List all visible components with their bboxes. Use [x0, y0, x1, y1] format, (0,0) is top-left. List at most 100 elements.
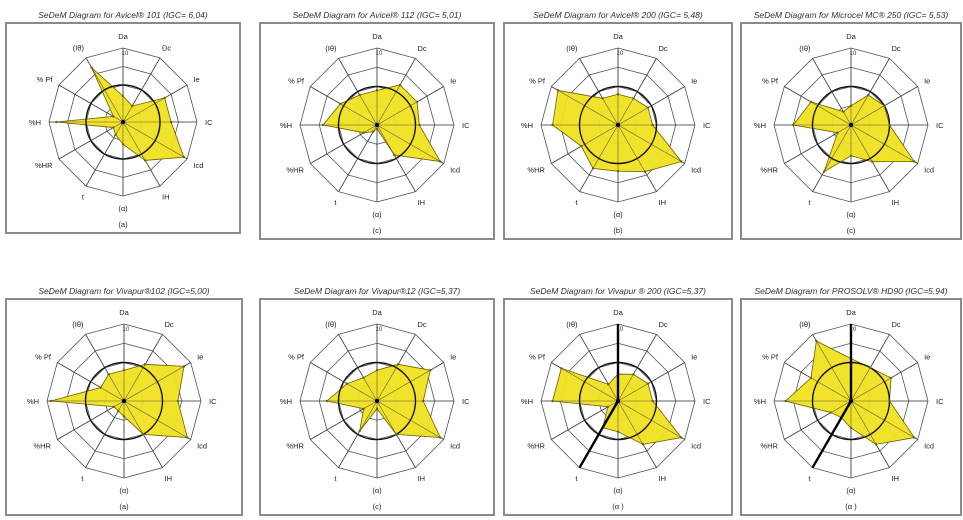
data-point: [182, 365, 186, 368]
data-point: [632, 373, 635, 376]
data-point: [422, 399, 425, 403]
center-dot: [615, 398, 621, 404]
axis-label: IC: [703, 121, 711, 130]
data-point: [143, 363, 147, 366]
chart-frame: 10 Da Dc Ie IC Icd IH (α) t %HR %H % Pf (Iθ) (b): [503, 22, 733, 240]
center-dot: [374, 398, 380, 404]
chart-frame: 10 Da Dc Ie IC Icd IH (α) t %HR %H % Pf (Iθ) (c): [259, 298, 495, 516]
axis-label: IH: [418, 474, 426, 483]
axis-label: %HR: [35, 161, 53, 170]
axis-label: Ie: [193, 75, 199, 84]
axis-label: (α): [846, 486, 856, 495]
radar-panel: SeDeM Diagram for Avicel® 112 (IGC= 5,01…: [259, 8, 495, 240]
axis-label: Da: [372, 308, 382, 317]
data-series-area: [56, 67, 185, 161]
center-dot: [615, 122, 621, 128]
axis-label: %HR: [286, 166, 304, 175]
data-point: [418, 123, 421, 127]
axis-label: Icd: [924, 442, 934, 451]
data-point: [117, 409, 120, 413]
axis-label: (Iθ): [72, 320, 84, 329]
radar-chart: 10 Da Dc Ie IC Icd IH (α) t %HR %H % Pf (Iθ) (a): [27, 308, 217, 511]
axis-label: (α): [118, 204, 128, 213]
axis-label: t: [334, 474, 337, 483]
axis-label: %H: [280, 121, 292, 130]
center-dot: [120, 119, 126, 125]
data-point: [616, 430, 620, 433]
axis-label: Da: [846, 32, 856, 41]
axis-label: Dc: [892, 320, 901, 329]
axis-label: Icd: [450, 442, 460, 451]
axis-label: t: [575, 198, 578, 207]
axis-label: IH: [892, 198, 900, 207]
reference-circle: [578, 85, 658, 165]
panel-caption: (c): [373, 226, 382, 235]
reference-circle: [337, 361, 417, 441]
radar-panel: SeDeM Diagram for PROSOLV® HD90 (IGC=5,9…: [740, 284, 962, 516]
data-point: [822, 170, 826, 173]
axis-label: (Iθ): [799, 44, 811, 53]
radar-chart: 10 Da Dc Ie IC Icd IH (α) t %HR %H % Pf (Iθ) (a): [29, 32, 213, 229]
axis-label: IH: [659, 198, 667, 207]
data-point: [339, 102, 342, 106]
data-point: [888, 399, 891, 403]
data-point: [375, 127, 379, 131]
axis-label: IH: [418, 198, 426, 207]
radar-panel: SeDeM Diagram for Vivapur®102 (IGC=5,00)…: [5, 284, 243, 516]
data-point: [680, 160, 683, 163]
center-dot: [848, 122, 854, 128]
scale-label: 10: [617, 51, 624, 57]
data-point: [842, 110, 845, 113]
radar-panel: SeDeM Diagram for Vivapur®12 (IGC=5,37) 1…: [259, 284, 495, 516]
data-point: [632, 97, 635, 100]
data-point: [169, 120, 173, 124]
radar-panel: SeDeM Diagram for Vivapur ® 200 (IGC=5,3…: [503, 284, 733, 516]
data-point: [836, 131, 839, 134]
data-point: [680, 436, 683, 439]
data-point: [107, 373, 110, 376]
axis-label: IH: [659, 474, 667, 483]
axis-label: Da: [119, 308, 129, 317]
data-point: [375, 369, 379, 372]
data-point: [49, 399, 53, 403]
axis-label: % Pf: [529, 77, 546, 86]
axis-label: % Pf: [288, 77, 305, 86]
data-point: [551, 399, 554, 403]
axis-label: %HR: [33, 442, 51, 451]
chart-title: SeDeM Diagram for Vivapur®102 (IGC=5,00): [38, 286, 210, 296]
chart-frame: 10 Da Dc Ie IC Icd IH (α) t %HR %H % Pf (Iθ) (c): [259, 22, 495, 240]
axis-label: (α): [613, 486, 623, 495]
chart-frame: 10 Da Dc Ie IC Icd IH (α) t %HR %H % Pf (Iθ) (α ): [503, 298, 733, 516]
data-point: [99, 386, 102, 389]
data-point: [121, 94, 125, 98]
data-point: [607, 383, 610, 386]
axis-label: %H: [521, 397, 533, 406]
axis-label: %H: [754, 121, 766, 130]
axis-label: (Iθ): [566, 320, 578, 329]
data-point: [55, 120, 58, 124]
data-point: [646, 382, 650, 385]
panel-caption: (α ): [845, 502, 857, 511]
data-series-area: [322, 84, 442, 163]
axis-label: %HR: [527, 442, 545, 451]
data-point: [358, 93, 361, 97]
data-point: [913, 436, 916, 439]
data-point: [888, 123, 891, 127]
axis-label: IC: [462, 121, 470, 130]
data-point: [646, 106, 650, 109]
data-point: [580, 144, 583, 148]
data-point: [321, 123, 325, 127]
radar-panel: SeDeM Diagram for Avicel® 200 (IGC= 5,48…: [503, 8, 733, 240]
panel-caption: (b): [613, 226, 623, 235]
scale-label: 10: [122, 51, 129, 57]
data-point: [651, 399, 654, 403]
axis-label: (Iθ): [799, 320, 811, 329]
axis-label: IC: [205, 118, 213, 127]
data-point: [345, 382, 349, 385]
axis-label: Ie: [691, 353, 697, 362]
radar-chart: 10 Da Dc Ie IC Icd IH (α) t %HR %H % Pf (Iθ) (α ): [521, 308, 711, 511]
data-point: [398, 83, 402, 87]
data-point: [375, 407, 379, 410]
panel-caption: (c): [373, 502, 382, 511]
axis-label: Ie: [924, 77, 930, 86]
